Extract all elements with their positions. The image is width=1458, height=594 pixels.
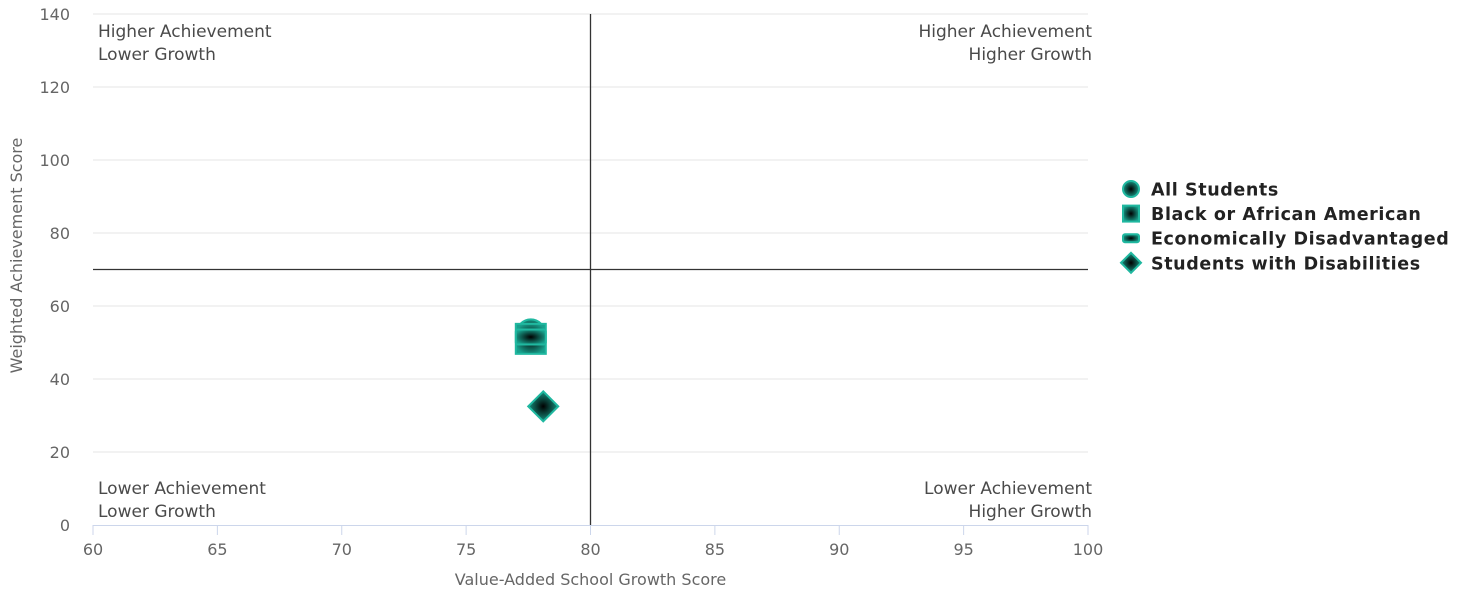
data-points	[514, 318, 560, 423]
quadrant-label-bottom-right-1: Lower Achievement	[924, 479, 1092, 499]
data-point-economically-disadvantaged	[514, 328, 547, 346]
x-tick-label-100: 100	[1073, 540, 1104, 559]
legend-label-all-students: All Students	[1151, 181, 1279, 201]
legend: All Students Black or African American Eco…	[1119, 180, 1449, 275]
legend-marker-black-or-african-american	[1122, 204, 1140, 223]
legend-label-black-or-african-american: Black or African American	[1151, 205, 1421, 225]
legend-label-students-with-disabilities: Students with Disabilities	[1151, 254, 1421, 274]
quadrant-label-top-right-2: Higher Growth	[969, 45, 1092, 65]
quadrant-label-top-right-1: Higher Achievement	[918, 22, 1092, 42]
quadrant-label-bottom-left-1: Lower Achievement	[98, 479, 266, 499]
quadrant-label-top-left-1: Higher Achievement	[98, 22, 272, 42]
y-tick-label-60: 60	[50, 297, 70, 316]
y-tick-label-140: 140	[39, 5, 70, 24]
x-tick-label-85: 85	[705, 540, 725, 559]
x-tick-label-90: 90	[829, 540, 849, 559]
legend-marker-students-with-disabilities	[1119, 251, 1143, 275]
y-tick-label-100: 100	[39, 151, 70, 170]
y-tick-label-20: 20	[50, 443, 70, 462]
reference-lines	[93, 14, 1088, 525]
legend-label-economically-disadvantaged: Economically Disadvantaged	[1151, 230, 1449, 250]
x-tick-label-70: 70	[332, 540, 352, 559]
x-tick-label-65: 65	[207, 540, 227, 559]
x-tick-label-60: 60	[83, 540, 103, 559]
x-tick-label-75: 75	[456, 540, 476, 559]
x-tick-label-95: 95	[953, 540, 973, 559]
quadrant-labels: Higher Achievement Lower Growth Higher Ach…	[98, 22, 1092, 522]
axes: 0 20 40 60 80 100 120 140 60 65 70 75 80 85 90 95 100	[39, 5, 1103, 559]
y-tick-label-80: 80	[50, 224, 70, 243]
y-axis-title: Weighted Achievement Score	[7, 138, 26, 374]
y-tick-label-120: 120	[39, 78, 70, 97]
y-tick-label-0: 0	[60, 516, 70, 535]
y-tick-label-40: 40	[50, 370, 70, 389]
legend-marker-economically-disadvantaged	[1122, 233, 1140, 244]
quadrant-label-bottom-right-2: Higher Growth	[969, 502, 1092, 522]
x-tick-label-80: 80	[580, 540, 600, 559]
legend-marker-all-students	[1122, 180, 1140, 198]
quadrant-label-bottom-left-2: Lower Growth	[98, 502, 216, 522]
quadrant-label-top-left-2: Lower Growth	[98, 45, 216, 65]
data-point-students-with-disabilities	[526, 389, 560, 423]
x-axis-title: Value-Added School Growth Score	[455, 570, 726, 589]
